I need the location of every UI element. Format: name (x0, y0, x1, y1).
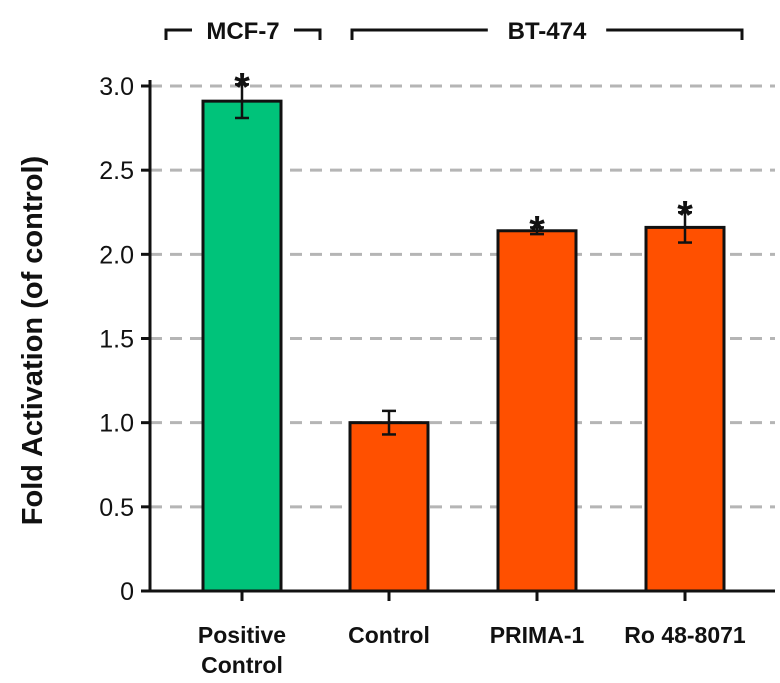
bar (201, 99, 283, 593)
significance-star: * (234, 65, 250, 109)
axes (141, 80, 775, 601)
group-bracket-left (350, 28, 488, 40)
y-tick-label: 3.0 (99, 73, 134, 101)
y-tick-label: 0.5 (99, 494, 134, 522)
error-bar (678, 211, 692, 244)
x-tick-label: Control (348, 622, 430, 648)
y-axis-label: Fold Activation (of control) (17, 156, 49, 525)
group-bracket-right (294, 28, 322, 40)
group-brackets: MCF-7 BT-474 (164, 18, 744, 45)
x-tick-label: Positive Control (198, 622, 286, 678)
x-tick-labels: Positive Control Control PRIMA-1 Ro 48-8071 (198, 622, 746, 678)
x-tick-label: PRIMA-1 (490, 622, 585, 648)
group-label: MCF-7 (206, 18, 279, 45)
y-tick-label: 0 (120, 578, 134, 606)
significance-star: * (529, 208, 545, 252)
x-tick-label: Ro 48-8071 (624, 622, 746, 648)
error-bar (382, 409, 396, 436)
y-tick-label: 2.5 (99, 157, 134, 185)
significance-star: * (677, 193, 693, 237)
y-tick-labels: 0 0.5 1.0 1.5 2.0 2.5 3.0 (99, 73, 134, 606)
error-bar (530, 226, 544, 236)
group-bracket-right (606, 28, 744, 40)
y-tick-label: 1.5 (99, 326, 134, 354)
bar (496, 229, 578, 593)
bar (644, 225, 726, 593)
bars: * * * (201, 65, 726, 593)
group-bracket: MCF-7 (164, 18, 322, 45)
group-bracket-left (164, 28, 192, 40)
bar (348, 421, 430, 593)
y-tick-label: 2.0 (99, 241, 134, 269)
group-bracket: BT-474 (350, 18, 744, 45)
y-tick-label: 1.0 (99, 410, 134, 438)
group-label: BT-474 (508, 18, 587, 45)
error-bar (235, 83, 249, 120)
